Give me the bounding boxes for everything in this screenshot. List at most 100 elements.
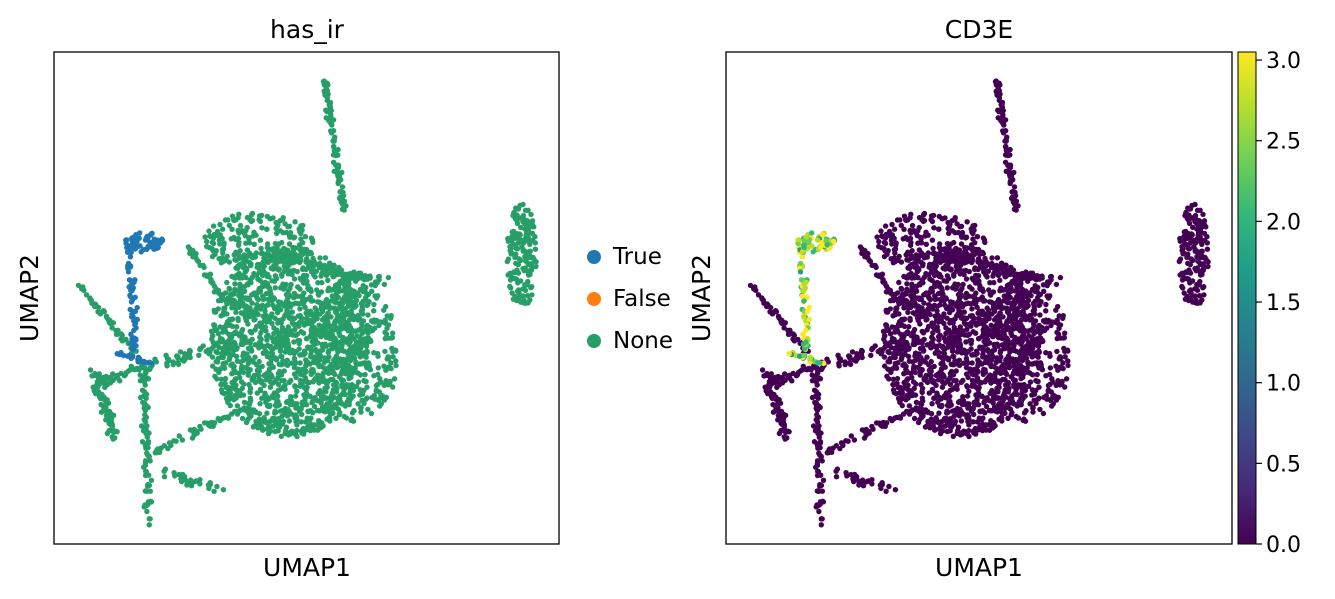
scatter-point — [315, 340, 321, 346]
scatter-point — [142, 365, 148, 371]
scatter-point — [1028, 315, 1035, 322]
scatter-point — [989, 260, 995, 267]
scatter-point — [1053, 307, 1059, 313]
scatter-point — [1029, 387, 1036, 393]
scatter-point — [282, 409, 288, 415]
scatter-point — [971, 366, 978, 373]
scatter-point — [970, 230, 976, 237]
scatter-point — [336, 374, 342, 380]
scatter-point — [1037, 291, 1044, 298]
scatter-point — [964, 393, 971, 399]
scatter-point — [257, 306, 264, 312]
scatter-point — [949, 344, 955, 350]
scatter-point — [214, 342, 221, 349]
scatter-point — [899, 390, 905, 396]
scatter-point — [892, 250, 898, 256]
scatter-point — [299, 251, 306, 258]
scatter-point — [1018, 341, 1024, 347]
scatter-point — [283, 332, 289, 338]
scatter-point — [513, 276, 520, 282]
scatter-point — [273, 341, 279, 347]
scatter-point — [1001, 122, 1007, 128]
scatter-point — [888, 237, 895, 243]
scatter-point — [1036, 302, 1042, 308]
scatter-point — [142, 502, 148, 508]
scatter-point — [339, 184, 346, 190]
scatter-point — [298, 236, 304, 242]
scatter-point — [219, 226, 226, 232]
scatter-point — [142, 472, 149, 479]
scatter-point — [981, 366, 987, 373]
scatter-point — [390, 354, 396, 360]
scatter-point — [234, 403, 241, 409]
scatter-point — [1022, 271, 1028, 277]
scatter-point — [310, 298, 316, 304]
scatter-point — [1005, 415, 1011, 421]
scatter-point — [938, 318, 944, 324]
scatter-point — [368, 338, 374, 344]
scatter-point — [333, 162, 339, 169]
scatter-point — [194, 430, 200, 436]
scatter-point — [520, 293, 526, 299]
scatter-point — [1063, 376, 1070, 382]
scatter-point — [968, 226, 974, 232]
scatter-point — [1015, 319, 1022, 326]
scatter-point — [268, 350, 275, 356]
scatter-point — [282, 386, 288, 392]
scatter-point — [137, 394, 144, 401]
scatter-point — [1006, 325, 1012, 331]
scatter-point — [526, 248, 532, 255]
scatter-point — [247, 313, 253, 320]
scatter-point — [985, 346, 991, 353]
scatter-point — [277, 344, 283, 350]
scatter-point — [137, 230, 143, 236]
scatter-point — [1031, 307, 1038, 313]
scatter-point — [1008, 374, 1014, 380]
scatter-point — [294, 422, 300, 428]
scatter-point — [990, 400, 996, 406]
scatter-point — [1002, 369, 1008, 375]
scatter-point — [977, 379, 983, 385]
scatter-point — [988, 322, 994, 328]
scatter-point — [988, 418, 994, 424]
scatter-point — [299, 315, 305, 321]
scatter-point — [969, 360, 975, 366]
scatter-point — [291, 430, 298, 437]
scatter-point — [243, 308, 249, 314]
scatter-point — [322, 266, 328, 272]
scatter-point — [145, 244, 152, 251]
scatter-point — [330, 369, 336, 375]
scatter-point — [219, 255, 225, 261]
scatter-point — [1008, 412, 1014, 418]
scatter-point — [256, 358, 262, 365]
scatter-point — [264, 353, 270, 360]
scatter-point — [141, 416, 147, 423]
scatter-point — [243, 254, 249, 260]
scatter-point — [975, 363, 981, 369]
scatter-point — [529, 284, 535, 290]
scatter-point — [179, 437, 186, 443]
scatter-point — [305, 251, 311, 257]
scatter-point — [357, 387, 364, 393]
scatter-point — [264, 426, 270, 432]
scatter-point — [1047, 371, 1053, 378]
scatter-point — [926, 367, 933, 373]
scatter-point — [294, 416, 300, 422]
scatter-point — [943, 330, 949, 337]
scatter-point — [234, 265, 241, 271]
scatter-point — [969, 377, 976, 384]
scatter-point — [285, 268, 291, 274]
scatter-point — [348, 354, 354, 360]
scatter-point — [520, 286, 526, 292]
scatter-point — [166, 440, 173, 446]
scatter-point — [1047, 365, 1054, 371]
scatter-point — [347, 388, 353, 394]
scatter-point — [303, 402, 310, 408]
scatter-point — [949, 386, 955, 392]
scatter-point — [1056, 356, 1062, 362]
scatter-point — [264, 337, 270, 343]
scatter-point — [971, 293, 978, 299]
scatter-point — [240, 272, 247, 278]
scatter-point — [949, 335, 955, 342]
scatter-point — [955, 399, 962, 405]
